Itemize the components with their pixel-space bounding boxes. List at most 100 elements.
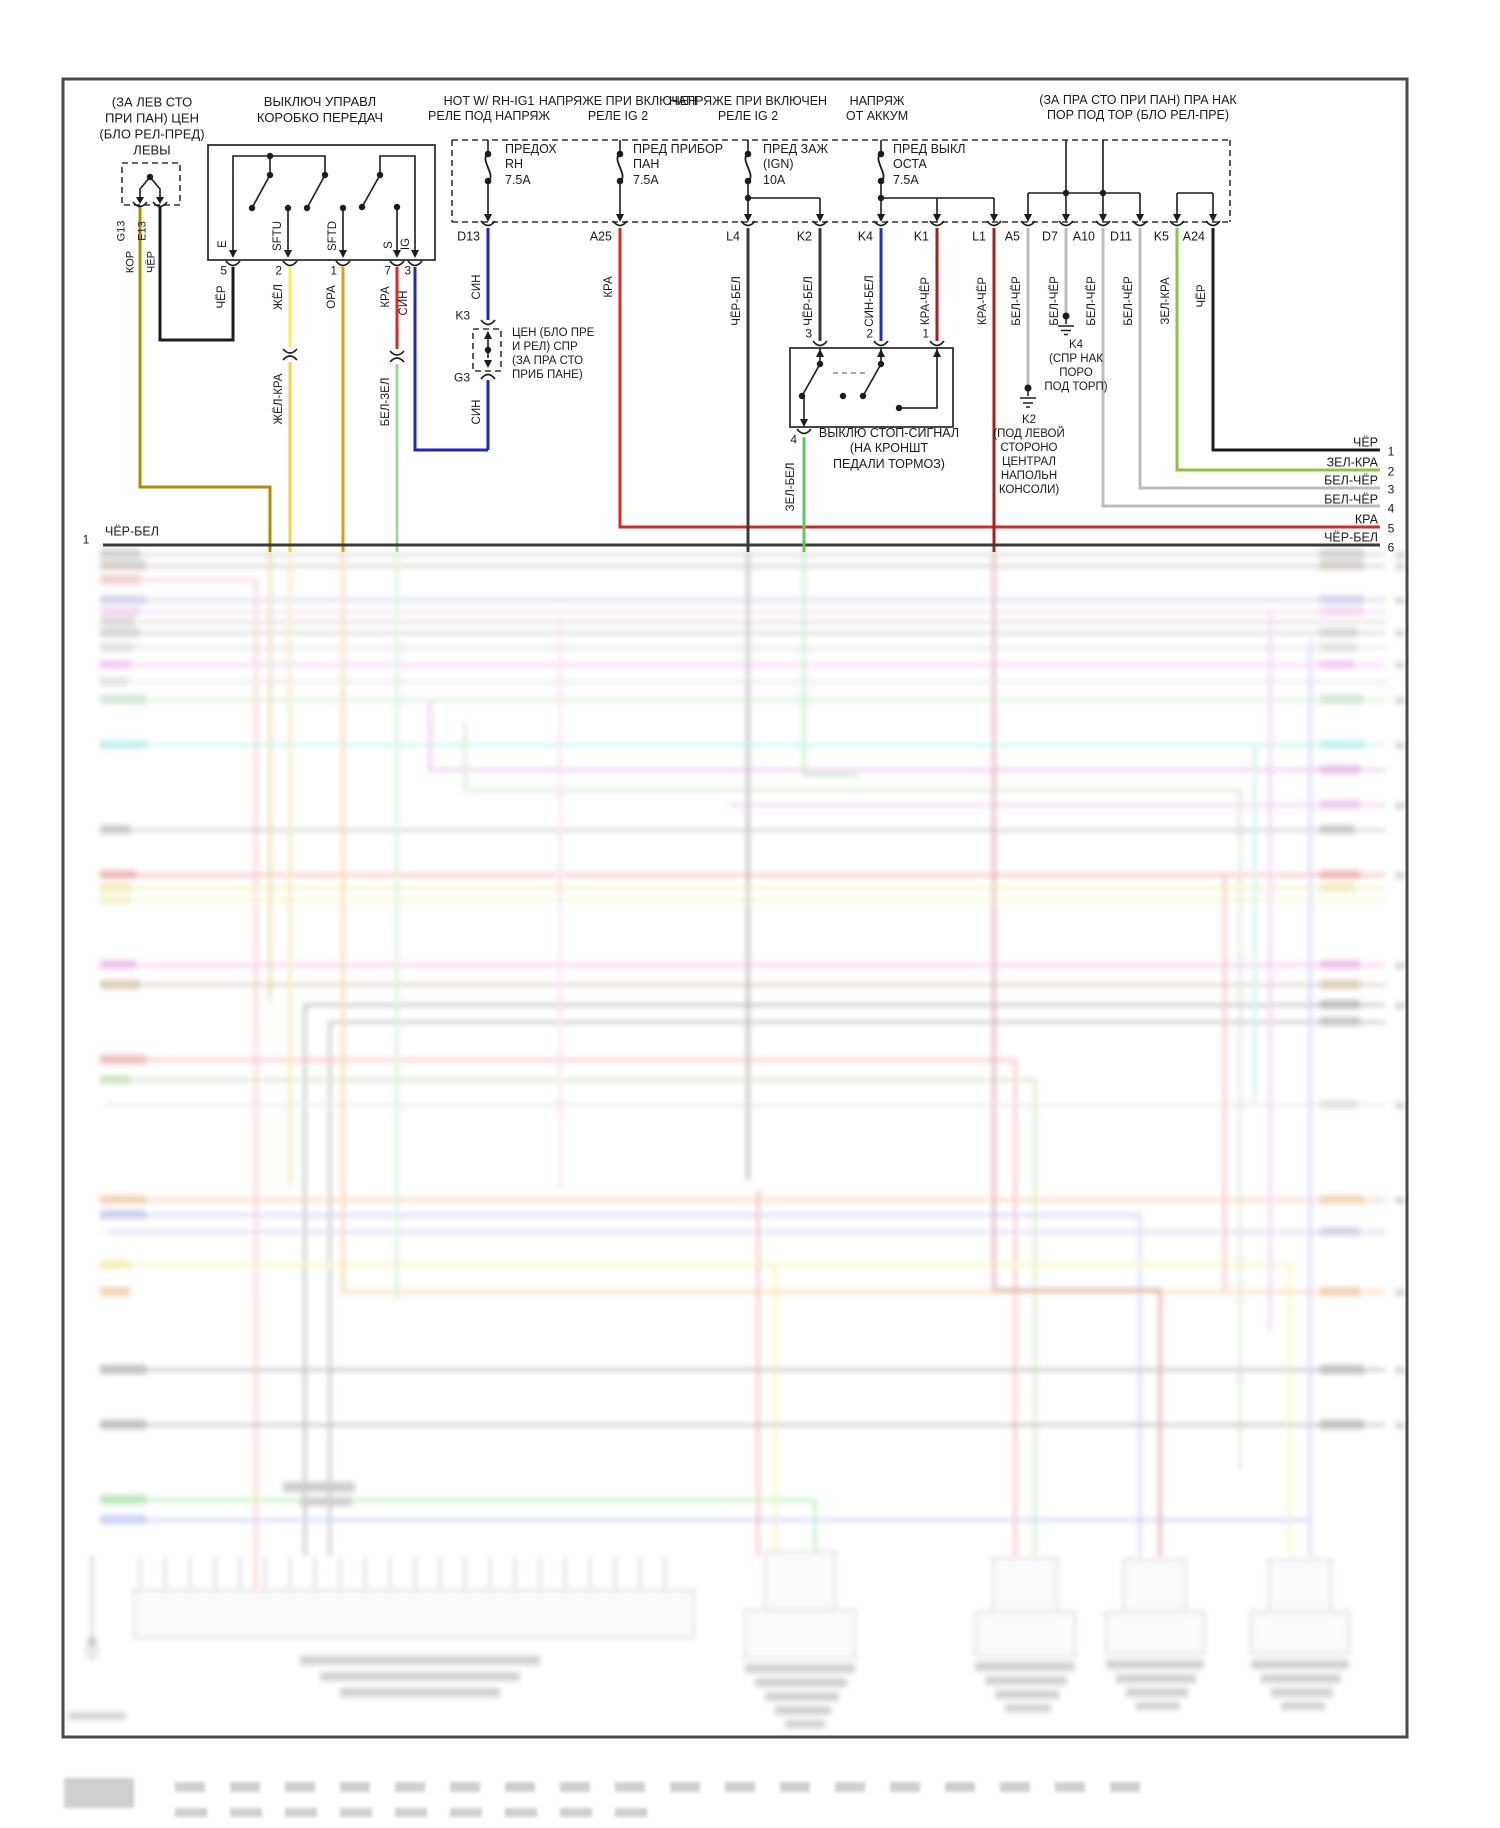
stop-pin-1: 1 [922, 326, 929, 341]
conn-k5: K5 [1153, 229, 1169, 244]
switch-pin-ig: IG [399, 237, 412, 251]
conn-d11: D11 [1109, 229, 1132, 244]
fuse-rh-label: ПРЕДОХ RH 7.5A [505, 142, 557, 187]
wire-cher-sw-label: ЧЁР [215, 285, 228, 309]
wire-kra-a25-label: КРА [602, 276, 615, 298]
switch-pin-e: E [216, 240, 229, 248]
stop-switch-label: ВЫКЛЮ СТОП-СИГНАЛ (НА КРОНШТ ПЕДАЛИ ТОРМ… [818, 426, 960, 471]
section-hot-rh-ig1: HOT W/ RH-IG1 РЕЛЕ ПОД НАПРЯЖ [428, 93, 550, 123]
pin-num-3: 3 [404, 263, 411, 278]
wire-bel-cher-d11-label: БЕЛ-ЧЁР [1122, 276, 1135, 326]
right-row-2-label: ЗЕЛ-КРА [1326, 455, 1378, 470]
wire-kor [138, 207, 272, 552]
conn-k1: K1 [913, 229, 929, 244]
wire-sin-ig-label: СИН [397, 290, 410, 316]
conn-l4: L4 [726, 229, 740, 244]
ground-k2-note: K2 (ПОД ЛЕВОЙ СТОРОНО ЦЕНТРАЛ НАПОЛЬН КО… [993, 413, 1065, 497]
diagram-border [61, 77, 1409, 1739]
footer-blur-text [64, 1778, 1140, 1817]
wire-cher-e13 [158, 207, 235, 342]
wire-bel-cher-a5-label: БЕЛ-ЧЁР [1010, 276, 1023, 326]
left-relay-box-title: (ЗА ЛЕВ СТО ПРИ ПАН) ЦЕН (БЛО РЕЛ-ПРЕД) … [99, 94, 205, 157]
wire-bel-cher-d11 [1138, 228, 1380, 490]
k3-inline-connector-box [472, 328, 502, 372]
connector-cups [132, 201, 1221, 435]
fuse-stop-label: ПРЕД ВЫКЛ ОСТА 7.5A [893, 142, 966, 187]
wire-jel-kra-label: ЖЁЛ-КРА [272, 373, 285, 425]
pin-num-5: 5 [220, 263, 227, 278]
k3-box-note: ЦЕН (БЛО ПРЕ И РЕЛ) СПР (ЗА ПРА СТО ПРИБ… [512, 326, 595, 382]
pin-num-7: 7 [384, 263, 391, 278]
conn-e13: E13 [136, 221, 149, 241]
section-battery: НАПРЯЖ ОТ АККУМ [845, 93, 909, 123]
conn-l1: L1 [972, 229, 986, 244]
conn-k4: K4 [857, 229, 873, 244]
right-row-3-label: БЕЛ-ЧЁР [1324, 473, 1378, 488]
conn-a24: A24 [1182, 229, 1205, 244]
stop-pin-4: 4 [790, 432, 797, 447]
gearbox-switch-title: ВЫКЛЮЧ УПРАВЛ КОРОБКО ПЕРЕДАЧ [256, 94, 384, 125]
wire-sin-g3-label: СИН [470, 399, 483, 425]
wires [103, 207, 1380, 552]
switch-pin-sftd: SFTD [326, 220, 339, 252]
blurred-wiring-section [68, 550, 1405, 1728]
wire-kra-a25 [618, 228, 1380, 529]
right-row-2-num: 2 [1387, 464, 1395, 479]
section-right-fusebox: (ЗА ПРА СТО ПРИ ПАН) ПРА НАК ПОР ПОД ТОР… [1039, 92, 1237, 122]
wire-zel-bel-label: ЗЕЛ-БЕЛ [784, 462, 797, 512]
stop-signal-switch-box [789, 347, 954, 428]
fuse-instrument-label: ПРЕД ПРИБОР ПАН 7.5A [633, 142, 724, 187]
dashed-boxes [121, 139, 1231, 372]
right-row-1-label: ЧЁР [1352, 435, 1378, 450]
conn-a25: A25 [589, 229, 612, 244]
wire-kor-label: КОР [124, 250, 137, 274]
wire-sin-ig [413, 267, 488, 452]
pin-num-1: 1 [330, 263, 337, 278]
wire-bel-zel-label: БЕЛ-ЗЕЛ [379, 377, 392, 427]
pin-num-2: 2 [275, 263, 282, 278]
fuse-symbols [484, 150, 885, 185]
wire-kra-cher-l1-label: КРА-ЧЁР [976, 276, 989, 326]
right-row-5-label: КРА [1354, 512, 1378, 527]
conn-a5: A5 [1004, 229, 1020, 244]
stop-pin-3: 3 [805, 326, 812, 341]
blur-fog-overlay [66, 550, 1408, 1742]
wire-bel-cher-a10-label: БЕЛ-ЧЁР [1085, 276, 1098, 326]
conn-d13: D13 [457, 229, 480, 244]
wire-cher-e13-label: ЧЁР [145, 250, 158, 274]
stop-pin-2: 2 [866, 326, 873, 341]
wire-zel-kra-label: ЗЕЛ-КРА [1159, 277, 1172, 325]
conn-d7: D7 [1042, 229, 1058, 244]
ground-k4-note: K4 (СПР НАК ПОРО ПОД ТОРП) [1044, 338, 1108, 394]
right-row-6-num: 6 [1387, 540, 1395, 555]
conn-a10: A10 [1072, 229, 1095, 244]
wire-sin-d13-label: СИН [470, 274, 483, 300]
wire-sin-bel-label: СИН-БЕЛ [863, 275, 876, 327]
right-row-4-num: 4 [1387, 501, 1395, 516]
left-row-1-label: ЧЁР-БЕЛ [105, 524, 159, 539]
right-row-6-label: ЧЁР-БЕЛ [1324, 530, 1378, 545]
wire-cher-a24-label: ЧЁР [1195, 284, 1208, 308]
junction-dots [146, 152, 1107, 412]
gearbox-switch-box [207, 144, 436, 261]
right-row-3-num: 3 [1387, 482, 1395, 497]
conn-k2: K2 [796, 229, 812, 244]
fuse-ignition-label: ПРЕД ЗАЖ (IGN) 10A [763, 142, 829, 187]
wire-zel-kra-k5 [1175, 228, 1380, 472]
conn-k3: K3 [455, 308, 470, 323]
conn-g3: G3 [453, 370, 470, 385]
switch-pin-s: S [382, 241, 395, 249]
conn-g13: G13 [115, 220, 128, 242]
wire-cher-bel-k2-label: ЧЁР-БЕЛ [802, 276, 815, 326]
wire-jel-label: ЖЁЛ [272, 284, 285, 310]
right-row-5-num: 5 [1387, 521, 1395, 536]
arrows [136, 197, 1217, 427]
wire-bel-cher-d7-label: БЕЛ-ЧЁР [1048, 276, 1061, 326]
component-boxes [207, 144, 954, 428]
wire-bel-cher-a10 [1101, 228, 1380, 508]
wire-cher-bel-l4-label: ЧЁР-БЕЛ [730, 276, 743, 326]
wire-kra-sw-label: КРА [379, 286, 392, 308]
